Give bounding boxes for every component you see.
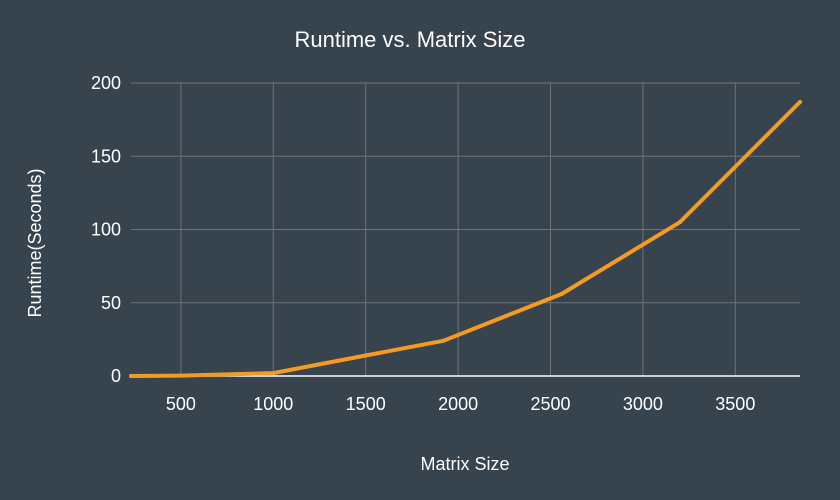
- x-tick-label-2000: 2000: [438, 394, 478, 414]
- series-layer: [129, 100, 802, 378]
- series-line-0: [129, 100, 802, 378]
- x-tick-label-500: 500: [166, 394, 196, 414]
- data-point-0-6: [677, 220, 682, 225]
- chart-title: Runtime vs. Matrix Size: [294, 27, 525, 52]
- data-point-0-1: [178, 373, 183, 378]
- x-tick-label-3000: 3000: [623, 394, 663, 414]
- y-tick-label-100: 100: [91, 220, 121, 240]
- y-tick-label-150: 150: [91, 146, 121, 166]
- data-point-0-2: [271, 371, 276, 376]
- data-point-0-3: [363, 353, 368, 358]
- y-tick-label-200: 200: [91, 73, 121, 93]
- x-tick-label-3500: 3500: [715, 394, 755, 414]
- x-tick-label-2500: 2500: [530, 394, 570, 414]
- data-point-0-5: [559, 291, 564, 296]
- x-tick-label-1000: 1000: [253, 394, 293, 414]
- y-tick-label-50: 50: [101, 293, 121, 313]
- data-point-0-4: [441, 338, 446, 343]
- x-tick-label-1500: 1500: [346, 394, 386, 414]
- tick-layer: 0 50 100 150 200 500 1000 1500 2000 2500 3000 3500: [91, 73, 755, 414]
- grid-layer: [131, 82, 800, 377]
- x-axis-label: Matrix Size: [420, 454, 509, 474]
- data-point-0-0: [129, 374, 133, 378]
- data-point-0-7: [798, 100, 802, 105]
- y-axis-label: Runtime(Seconds): [25, 168, 45, 317]
- y-tick-label-0: 0: [111, 366, 121, 386]
